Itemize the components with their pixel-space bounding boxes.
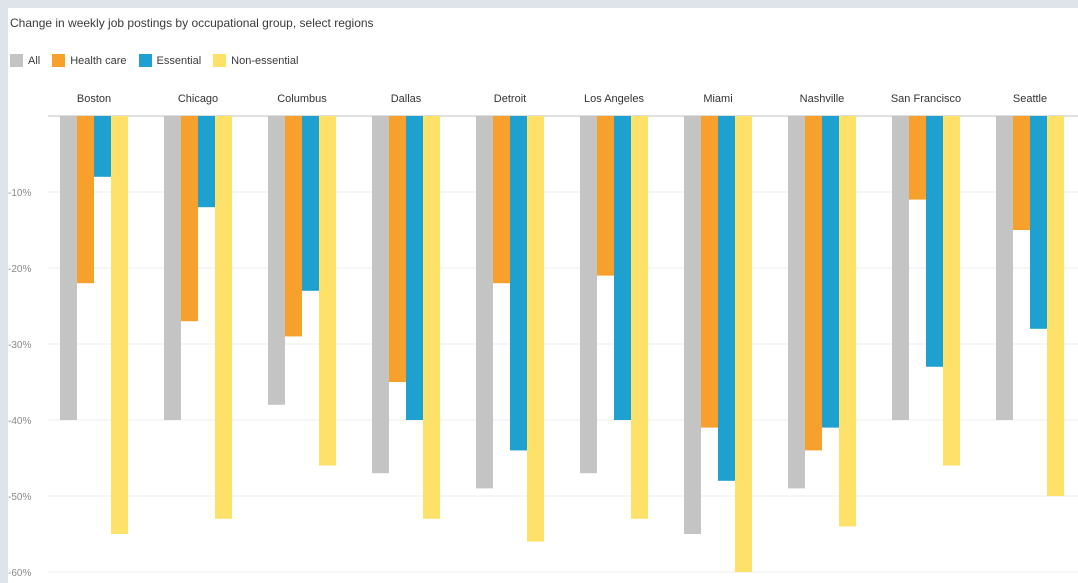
y-tick-label: -20% [8, 264, 31, 275]
bar-miami-health-care [701, 116, 718, 428]
category-label: San Francisco [891, 93, 961, 105]
bar-boston-non-essential [111, 116, 128, 534]
legend-label-all: All [28, 54, 41, 67]
bar-chicago-health-care [181, 116, 198, 322]
bar-nashville-health-care [805, 116, 822, 451]
category-label: Columbus [277, 93, 327, 105]
bar-dallas-all [372, 116, 389, 474]
legend-item-health-care: Health care [52, 54, 127, 67]
bar-chicago-all [164, 116, 181, 420]
y-tick-label: -10% [8, 188, 31, 199]
category-label: Dallas [391, 93, 422, 105]
bar-nashville-essential [822, 116, 839, 428]
category-label: Chicago [178, 93, 218, 105]
category-label: Miami [703, 93, 732, 105]
legend-label-essential: Essential [156, 54, 202, 67]
bar-san-francisco-health-care [909, 116, 926, 200]
bar-detroit-health-care [493, 116, 510, 284]
bar-detroit-non-essential [527, 116, 544, 542]
bar-chart: -10% -20% -30% -40% -50% -60% Boston Chicago Col… [8, 93, 1078, 579]
category-label: Detroit [494, 93, 526, 105]
chart-title: Change in weekly job postings by occupat… [10, 16, 374, 30]
legend-swatch-all [10, 54, 23, 67]
bar-columbus-essential [302, 116, 319, 291]
bar-seattle-essential [1030, 116, 1047, 329]
bar-san-francisco-essential [926, 116, 943, 367]
legend-swatch-health-care [52, 54, 66, 67]
bar-detroit-essential [510, 116, 527, 451]
legend-label-health-care: Health care [70, 54, 127, 67]
category-label: Los Angeles [584, 93, 644, 105]
bar-los-angeles-all [580, 116, 597, 474]
bar-los-angeles-essential [614, 116, 631, 420]
chart-panel: Change in weekly job postings by occupat… [8, 8, 1078, 583]
y-tick-label: -50% [8, 492, 31, 503]
bar-nashville-all [788, 116, 805, 489]
legend-item-non-essential: Non-essential [213, 54, 298, 67]
bar-columbus-all [268, 116, 285, 405]
category-label: Nashville [800, 93, 845, 105]
chart-legend: All Health care Essential Non-essential [10, 54, 298, 67]
legend-swatch-essential [138, 54, 152, 67]
legend-label-non-essential: Non-essential [231, 54, 299, 67]
bar-miami-non-essential [735, 116, 752, 572]
bar-columbus-non-essential [319, 116, 336, 466]
bar-los-angeles-non-essential [631, 116, 648, 519]
bar-boston-health-care [77, 116, 94, 284]
bar-nashville-non-essential [839, 116, 856, 527]
bar-dallas-health-care [389, 116, 406, 382]
bar-detroit-all [476, 116, 493, 489]
bar-san-francisco-non-essential [943, 116, 960, 466]
bar-boston-essential [94, 116, 111, 177]
bar-seattle-all [996, 116, 1013, 420]
bar-boston-all [60, 116, 77, 420]
bar-los-angeles-health-care [597, 116, 614, 276]
legend-item-essential: Essential [138, 54, 202, 67]
bar-seattle-non-essential [1047, 116, 1064, 496]
legend-item-all: All [10, 54, 40, 67]
bar-chicago-non-essential [215, 116, 232, 519]
bar-dallas-essential [406, 116, 423, 420]
y-tick-label: -60% [8, 568, 31, 579]
legend-swatch-non-essential [213, 54, 227, 67]
bar-san-francisco-all [892, 116, 909, 420]
bar-dallas-non-essential [423, 116, 440, 519]
bar-chicago-essential [198, 116, 215, 208]
bar-seattle-health-care [1013, 116, 1030, 230]
y-tick-label: -30% [8, 340, 31, 351]
y-tick-label: -40% [8, 416, 31, 427]
category-label: Seattle [1013, 93, 1047, 105]
category-label: Boston [77, 93, 111, 105]
bar-miami-all [684, 116, 701, 534]
bar-columbus-health-care [285, 116, 302, 337]
bar-miami-essential [718, 116, 735, 481]
